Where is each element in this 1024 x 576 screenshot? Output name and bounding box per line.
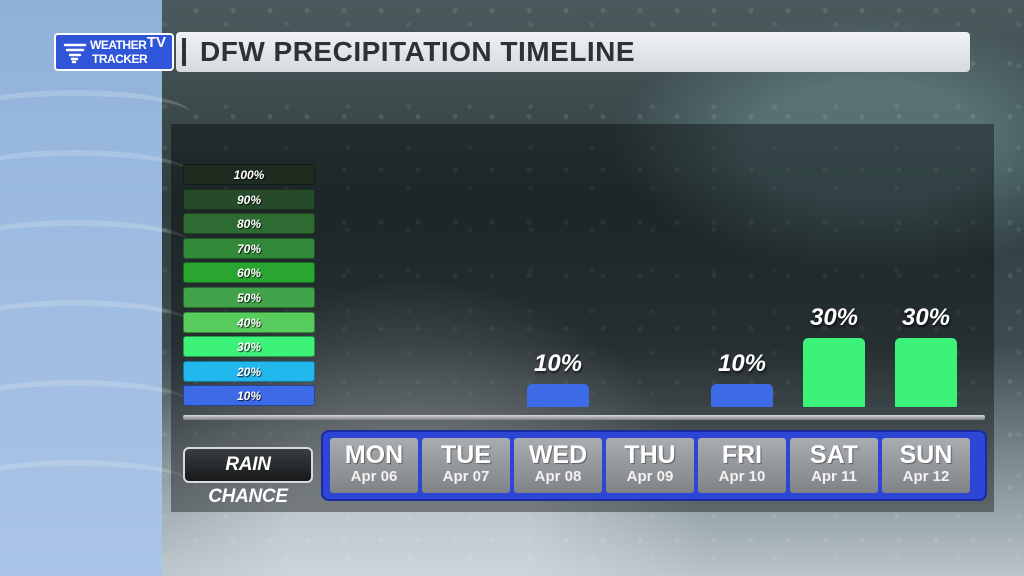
logo-tv-badge: TV [146,34,166,51]
day-date: Apr 06 [350,468,398,485]
day-name: SUN [899,441,953,469]
legend-item: 70% [183,237,315,259]
precip-bar [711,384,773,407]
day-tile: FRI Apr 10 [698,438,786,493]
bar-value-label: 10% [533,350,583,377]
bar-value-label: 30% [809,304,859,331]
legend-item: 60% [183,262,315,284]
logo-line1: WEATHER [90,38,147,52]
day-date: Apr 07 [442,468,490,485]
day-name: THU [624,441,676,469]
swirl-decor [0,150,190,196]
day-name: TUE [441,441,491,469]
title-bar: DFW PRECIPITATION TIMELINE [176,32,970,72]
day-date: Apr 09 [626,468,674,485]
precip-bar [527,384,589,407]
legend-item: 80% [183,213,315,235]
day-date: Apr 10 [718,468,766,485]
swirl-decor [0,220,190,266]
day-tile: SAT Apr 11 [790,438,878,493]
day-name: WED [528,441,588,469]
logo-line2: TRACKER [92,52,148,66]
page-title: DFW PRECIPITATION TIMELINE [200,36,636,67]
day-name: FRI [721,441,763,469]
rain-chance-label: RAIN CHANCE [183,447,313,507]
day-date: Apr 11 [811,468,857,485]
day-tile: WED Apr 08 [514,438,602,493]
swirl-decor [0,380,190,426]
weather-tracker-logo: WEATHER TRACKER TV [54,33,174,71]
legend-item: 90% [183,188,315,210]
swirl-decor [0,300,190,346]
bar-value-label: 30% [901,304,951,331]
legend-item: 100% [183,164,315,185]
title-separator [182,38,186,66]
swirl-decor [0,460,190,506]
swirl-decor [0,90,190,136]
precip-bar [895,338,957,407]
legend-item: 30% [183,336,315,358]
day-tile: THU Apr 09 [606,438,694,493]
bar-value-label: 10% [717,350,767,377]
day-date: Apr 08 [534,468,582,485]
chart-baseline [183,415,985,420]
precip-bar [803,338,865,407]
left-decor-panel [0,0,190,576]
day-tile: SUN Apr 12 [882,438,970,493]
day-tile: TUE Apr 07 [422,438,510,493]
legend-item: 10% [183,385,315,407]
day-name: SAT [809,441,859,469]
tornado-icon [63,43,87,64]
legend-item: 50% [183,287,315,308]
legend-item: 20% [183,360,315,382]
legend-item: 40% [183,311,315,333]
day-name: MON [344,441,404,469]
day-tile: MON Apr 06 [330,438,418,493]
day-date: Apr 12 [902,468,950,485]
